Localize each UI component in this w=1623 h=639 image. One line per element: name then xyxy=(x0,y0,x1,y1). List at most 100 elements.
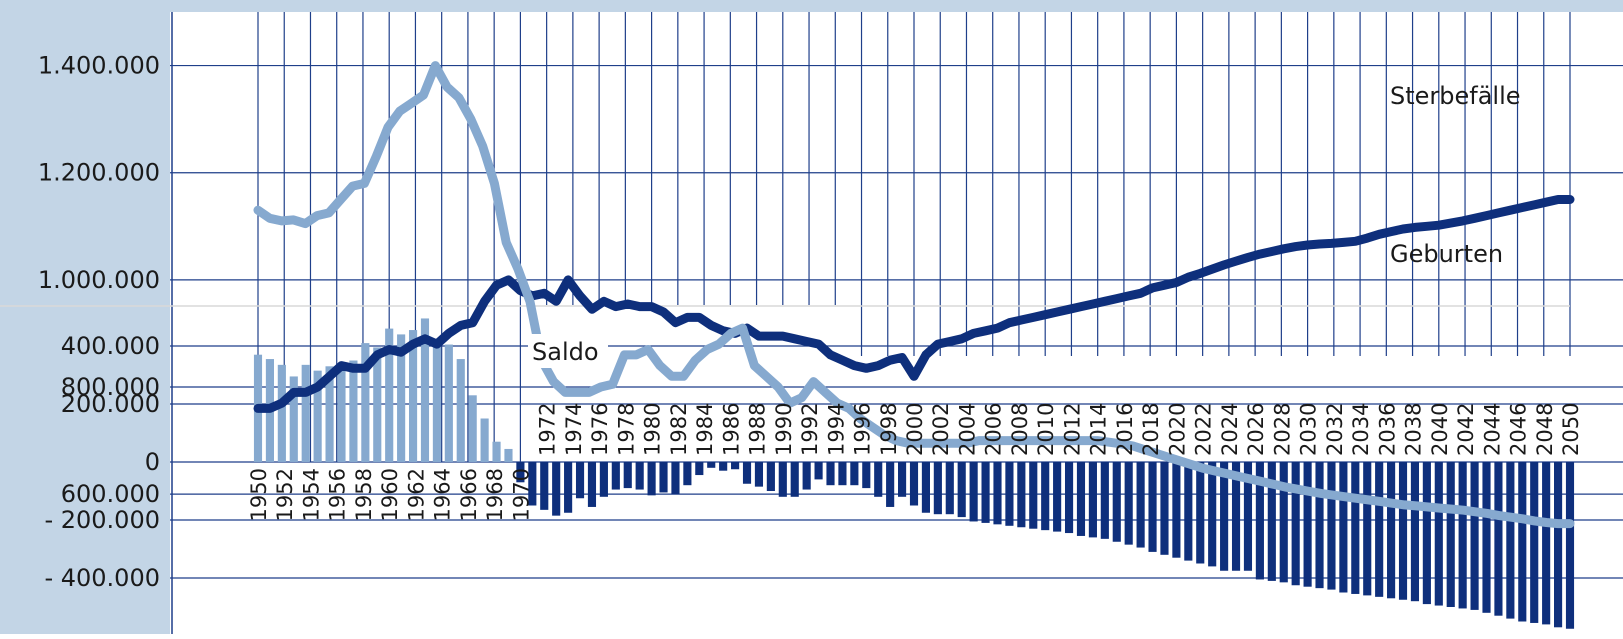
saldo-bar xyxy=(1375,462,1384,597)
saldo-bar xyxy=(623,462,632,489)
x-tick-label: 2034 xyxy=(1349,403,1373,456)
saldo-bar xyxy=(1208,462,1217,567)
y-axis-ticks: 1.400.000 1.200.000 1.000.000 800.000 600.00… xyxy=(38,52,160,592)
saldo-bar xyxy=(993,462,1002,525)
x-tick-label: 1974 xyxy=(562,403,586,456)
saldo-bar xyxy=(420,318,430,462)
series-label-deaths: Sterbefälle xyxy=(1390,82,1521,110)
saldo-bar xyxy=(1136,462,1145,548)
saldo-bar xyxy=(719,462,728,471)
y-tick-label: 1.200.000 xyxy=(38,159,160,187)
saldo-bar xyxy=(1410,462,1420,602)
saldo-bar xyxy=(671,462,680,494)
saldo-bar xyxy=(1363,462,1372,596)
saldo-bar xyxy=(1196,462,1205,564)
saldo-bar xyxy=(408,330,418,462)
saldo-bar xyxy=(1172,462,1181,558)
saldo-bar xyxy=(766,462,775,491)
saldo-bar xyxy=(313,370,322,462)
x-tick-label: 1950 xyxy=(247,468,271,521)
saldo-bar xyxy=(1267,462,1276,581)
x-tick-label: 2016 xyxy=(1113,403,1137,456)
saldo-bar xyxy=(432,341,441,462)
saldo-bar xyxy=(1076,462,1086,536)
x-tick-label: 2036 xyxy=(1375,403,1399,456)
x-tick-label: 2020 xyxy=(1165,403,1189,456)
saldo-bar xyxy=(790,462,799,497)
saldo-bar xyxy=(1088,462,1097,538)
saldo-bar xyxy=(1422,462,1431,605)
saldo-bar xyxy=(540,462,549,510)
saldo-bar xyxy=(635,462,644,490)
saldo-bar xyxy=(1351,462,1360,594)
x-tick-label: 1984 xyxy=(693,403,717,456)
x-tick-label: 2000 xyxy=(903,403,927,456)
saldo-bar xyxy=(349,360,358,462)
y-tick-label: 600.000 xyxy=(61,480,160,508)
saldo-bar xyxy=(325,366,334,462)
saldo-bar xyxy=(814,462,823,480)
x-tick-label: 1952 xyxy=(273,468,297,521)
saldo-bar xyxy=(456,359,465,462)
saldo-bar xyxy=(778,462,787,497)
saldo-bar xyxy=(969,462,978,522)
saldo-bar xyxy=(1458,462,1467,609)
x-tick-label: 1954 xyxy=(299,468,323,521)
saldo-bar xyxy=(1243,462,1253,571)
x-tick-label: 1966 xyxy=(457,468,481,521)
saldo-bar xyxy=(874,462,883,497)
saldo-bar xyxy=(468,395,477,462)
saldo-bar xyxy=(981,462,990,523)
saldo-bar xyxy=(373,347,382,462)
y-tick-label: 0 xyxy=(145,448,160,476)
saldo-bar xyxy=(1542,462,1551,625)
saldo-bar xyxy=(1303,462,1312,587)
saldo-bar xyxy=(933,462,942,515)
x-tick-label: 1970 xyxy=(509,468,533,521)
saldo-bar xyxy=(1327,462,1336,590)
saldo-bar xyxy=(1160,462,1169,555)
x-tick-label: 1996 xyxy=(851,403,875,456)
saldo-bar xyxy=(277,364,286,462)
x-tick-label: 2002 xyxy=(929,403,953,456)
saldo-bar xyxy=(1255,462,1264,580)
x-tick-label: 2008 xyxy=(1008,403,1032,456)
saldo-bar xyxy=(683,462,692,486)
saldo-bar xyxy=(1041,462,1050,531)
x-tick-label: 2022 xyxy=(1192,403,1216,456)
saldo-bar xyxy=(1518,462,1527,622)
saldo-bar xyxy=(898,462,907,497)
x-tick-label: 1994 xyxy=(824,403,848,456)
saldo-bar xyxy=(1064,462,1074,534)
saldo-bar xyxy=(1506,462,1515,619)
saldo-bar xyxy=(1148,462,1157,552)
x-tick-label: 2044 xyxy=(1480,403,1504,456)
saldo-bar xyxy=(909,462,919,506)
saldo-bar xyxy=(1029,462,1038,529)
x-tick-label: 1958 xyxy=(352,468,376,521)
saldo-bar xyxy=(802,462,811,490)
x-tick-label: 1976 xyxy=(588,403,612,456)
saldo-bar xyxy=(1554,462,1563,628)
y-tick-label: 400.000 xyxy=(61,332,160,360)
saldo-bar xyxy=(1017,462,1026,528)
x-tick-label: 2004 xyxy=(955,403,979,456)
lines xyxy=(253,61,1575,529)
saldo-bar xyxy=(361,343,370,462)
saldo-label-background xyxy=(528,334,608,368)
saldo-bar xyxy=(1387,462,1396,599)
saldo-bar xyxy=(1482,462,1491,613)
x-tick-label: 2012 xyxy=(1060,403,1084,456)
saldo-bar xyxy=(659,462,668,493)
x-tick-label: 1992 xyxy=(798,403,822,456)
saldo-bar xyxy=(528,462,537,506)
y-tick-label: 200.000 xyxy=(61,390,160,418)
saldo-bar xyxy=(480,418,489,462)
x-tick-label: 2050 xyxy=(1559,403,1583,456)
saldo-bar xyxy=(921,462,930,513)
saldo-bar xyxy=(731,462,740,470)
saldo-bar xyxy=(1530,462,1539,623)
x-tick-label: 2046 xyxy=(1507,403,1531,456)
axis-panel-background xyxy=(0,0,170,634)
